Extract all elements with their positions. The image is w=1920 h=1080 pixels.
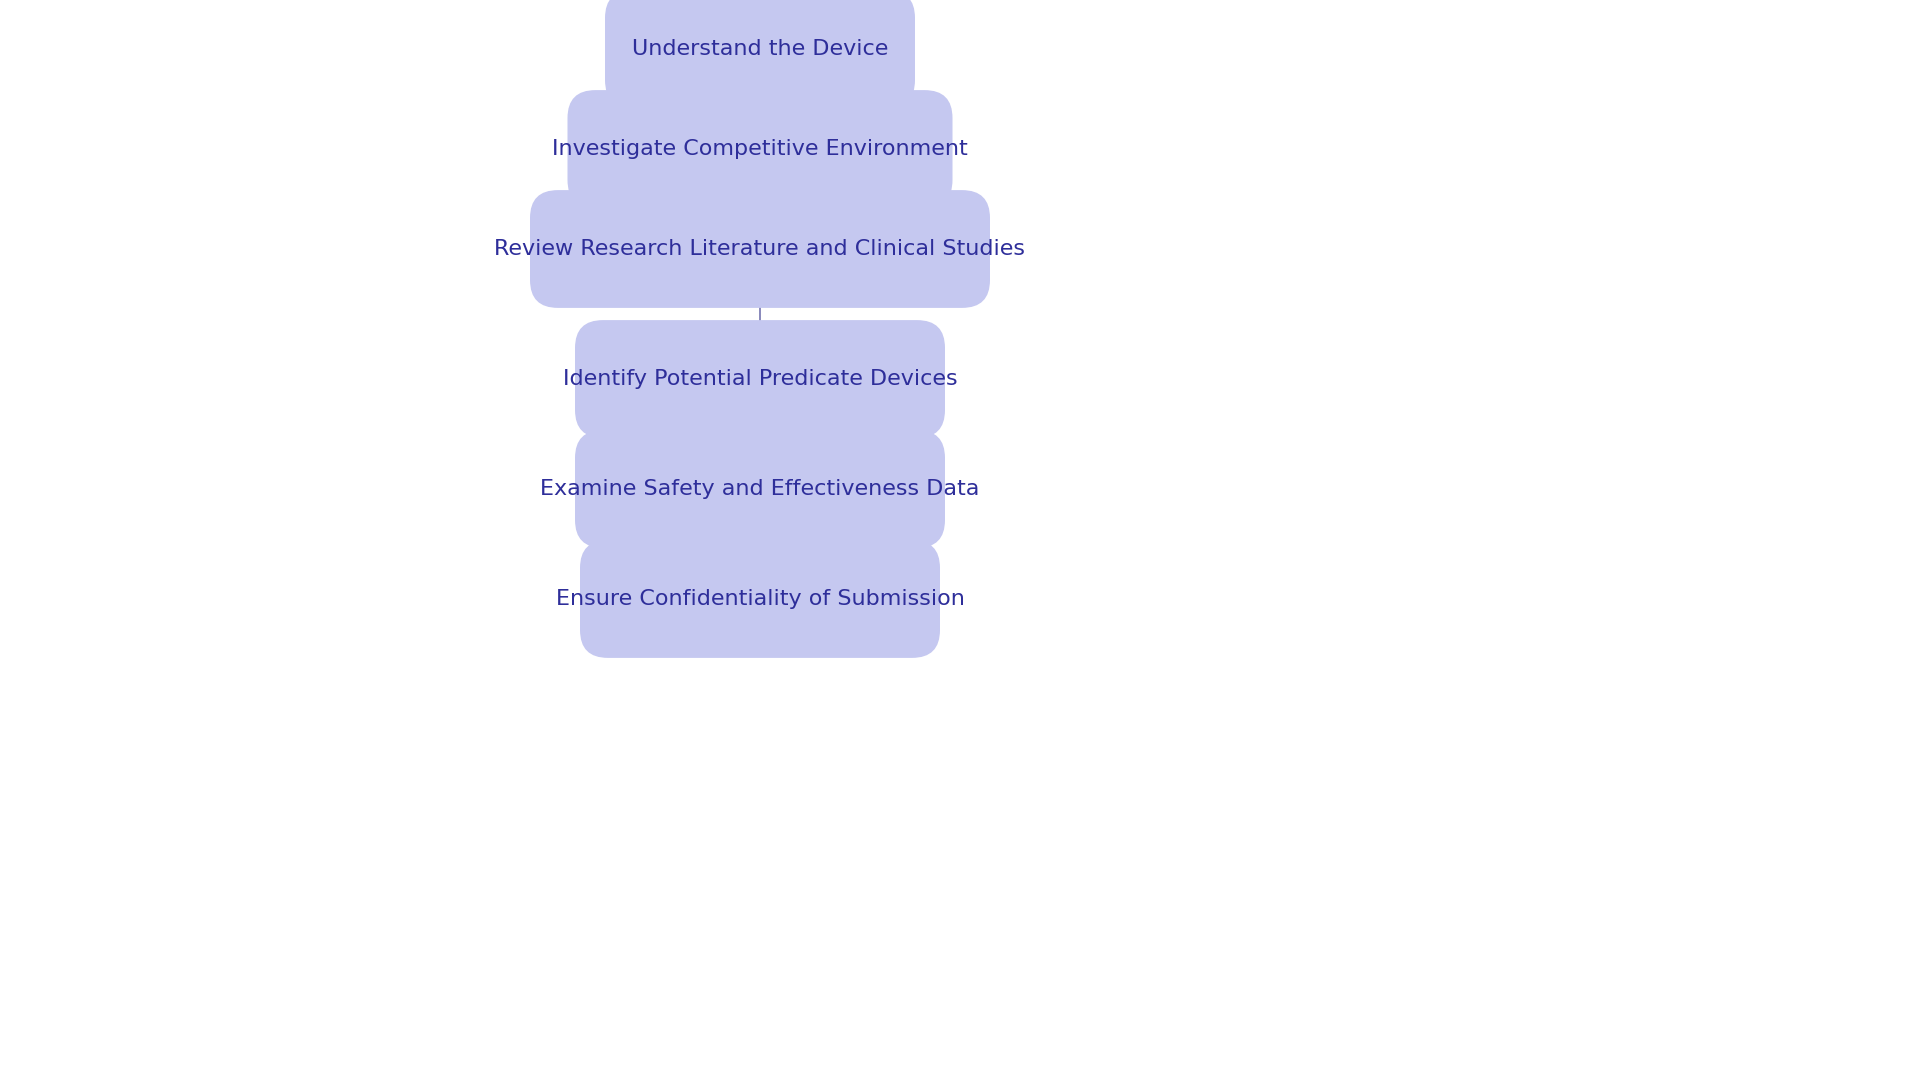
Text: Understand the Device: Understand the Device [632,39,889,59]
Text: Ensure Confidentiality of Submission: Ensure Confidentiality of Submission [555,589,964,609]
Text: Identify Potential Predicate Devices: Identify Potential Predicate Devices [563,369,958,389]
FancyBboxPatch shape [568,90,952,207]
FancyBboxPatch shape [574,430,945,548]
Text: Review Research Literature and Clinical Studies: Review Research Literature and Clinical … [495,239,1025,259]
Text: Investigate Competitive Environment: Investigate Competitive Environment [553,139,968,159]
FancyBboxPatch shape [580,540,941,658]
FancyBboxPatch shape [530,190,991,308]
Text: Examine Safety and Effectiveness Data: Examine Safety and Effectiveness Data [540,480,979,499]
FancyBboxPatch shape [574,320,945,437]
FancyBboxPatch shape [605,0,916,108]
